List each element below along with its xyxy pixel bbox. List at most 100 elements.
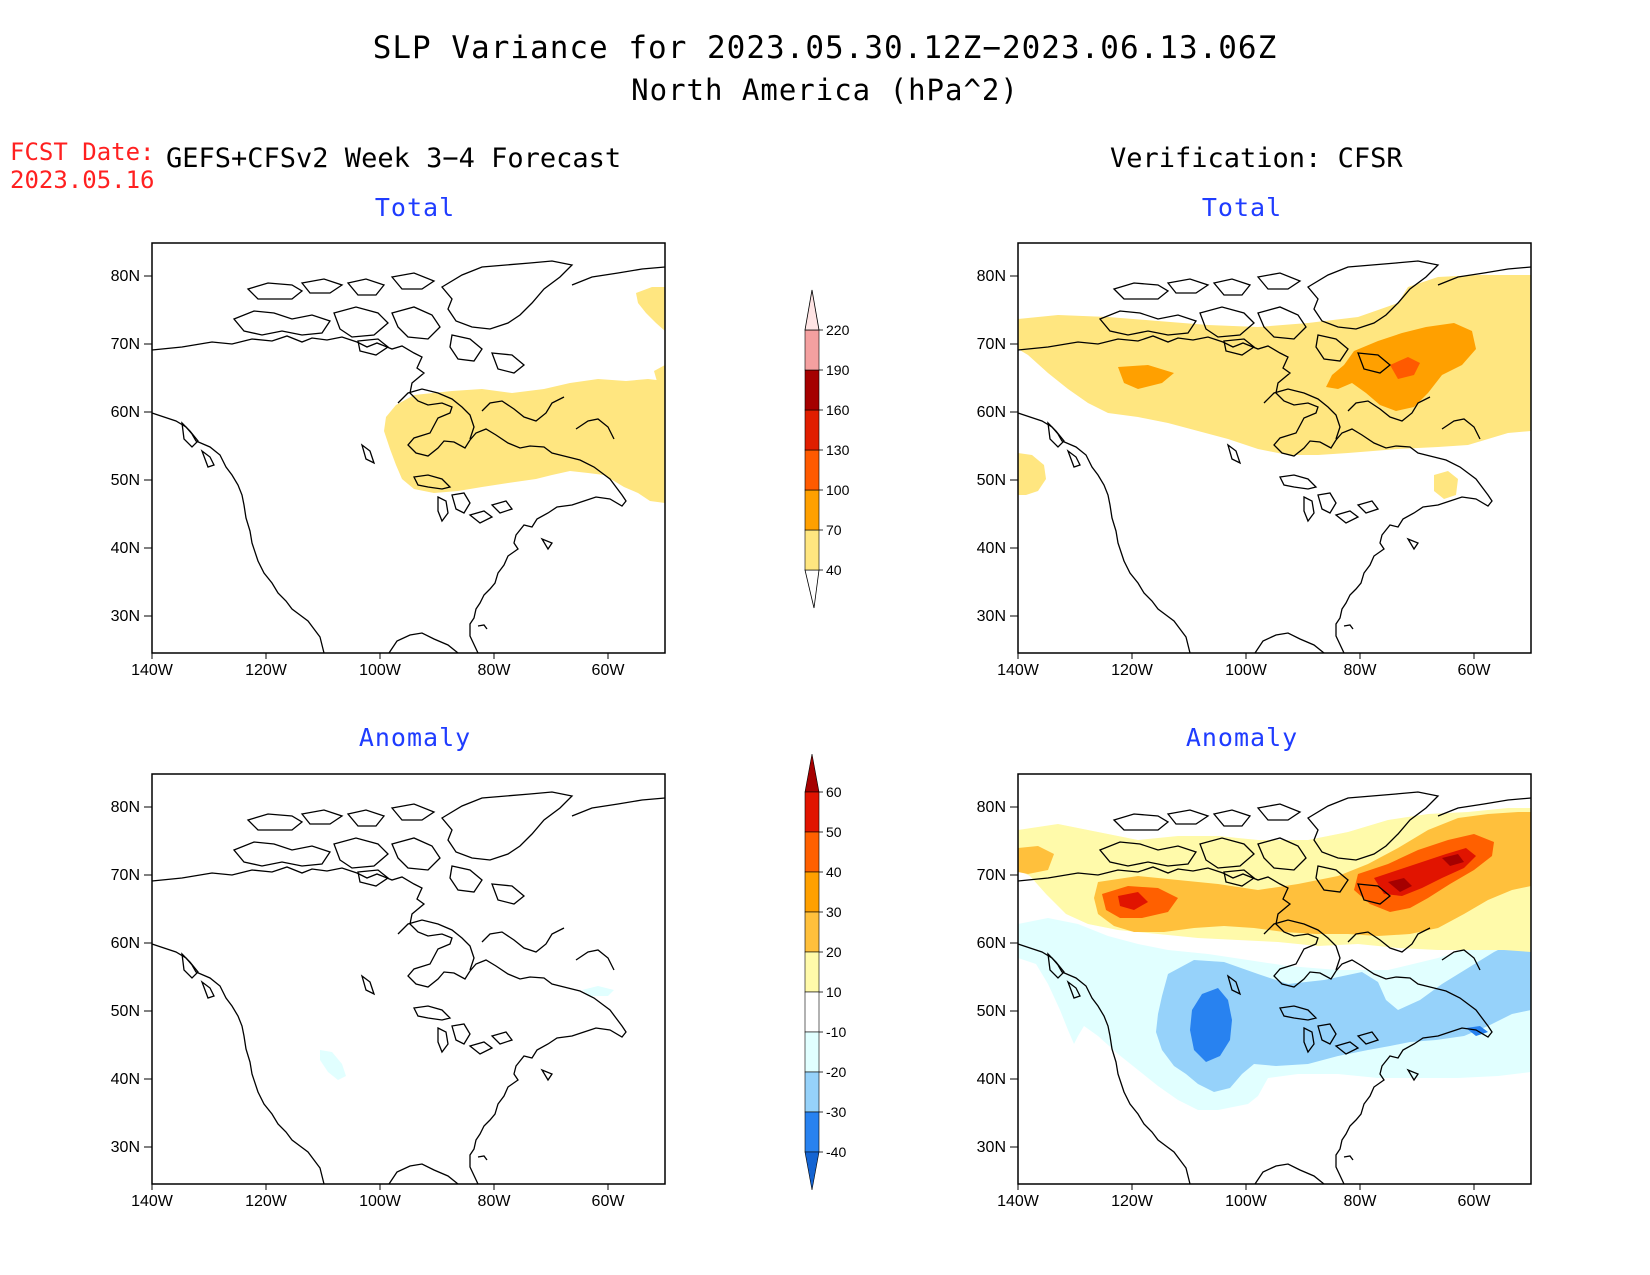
map-title: SLP Variance for 2023.05.30.12Z−2023.06.…	[372, 30, 1278, 66]
svg-text:80N: 80N	[977, 799, 1006, 816]
svg-text:100W: 100W	[359, 1193, 402, 1210]
anomaly-colorbar-segment	[804, 871, 820, 913]
svg-text:50N: 50N	[111, 1003, 140, 1020]
total-colorbar-segment	[804, 449, 820, 491]
svg-text:120W: 120W	[1111, 662, 1154, 679]
svg-text:80N: 80N	[111, 799, 140, 816]
forecast-anomaly-lat-axis: 80N 70N 60N 50N 40N 30N	[111, 799, 140, 1156]
svg-text:50N: 50N	[977, 1003, 1006, 1020]
svg-text:80N: 80N	[111, 268, 140, 285]
verification-total-title: Total	[1201, 193, 1283, 222]
forecast-column-title: GEFS+CFSv2 Week 3−4 Forecast	[166, 143, 622, 174]
total-colorbar-segment	[804, 409, 820, 451]
svg-text:70N: 70N	[977, 867, 1006, 884]
fcst-date-label: FCST Date:	[10, 138, 155, 166]
fcst-date: FCST Date: 2023.05.16	[10, 138, 155, 194]
anomaly-colorbar-label: 50	[826, 824, 842, 840]
total-colorbar-label: 40	[826, 562, 842, 578]
total-colorbar-label: 190	[826, 362, 850, 378]
anomaly-colorbar-lower-tail	[804, 1151, 820, 1191]
anomaly-colorbar-label: 60	[826, 784, 842, 800]
svg-text:60W: 60W	[1458, 1193, 1492, 1210]
anomaly-colorbar-segment	[804, 951, 820, 993]
svg-text:100W: 100W	[359, 662, 402, 679]
fcst-date-value: 2023.05.16	[10, 166, 155, 194]
total-colorbar-lower-tail	[804, 569, 820, 609]
svg-text:70N: 70N	[111, 336, 140, 353]
verification-anomaly-title: Anomaly	[1185, 723, 1299, 752]
svg-text:30N: 30N	[977, 608, 1006, 625]
anomaly-colorbar-upper-tail	[804, 753, 820, 793]
verification-column-title: Verification: CFSR	[1110, 143, 1403, 174]
total-colorbar-label: 130	[826, 442, 850, 458]
anomaly-colorbar: 60 50 40 30 20 10 -10 -20 -30 -40	[804, 753, 846, 1191]
forecast-total-title: Total	[374, 193, 456, 222]
svg-text:120W: 120W	[245, 662, 288, 679]
total-colorbar-label: 100	[826, 482, 850, 498]
total-colorbar-segment	[804, 369, 820, 411]
svg-text:70N: 70N	[111, 867, 140, 884]
svg-text:60N: 60N	[977, 935, 1006, 952]
svg-text:50N: 50N	[977, 472, 1006, 489]
svg-text:30N: 30N	[111, 1139, 140, 1156]
svg-text:30N: 30N	[111, 608, 140, 625]
map-subtitle: North America (hPa^2)	[631, 73, 1019, 107]
total-colorbar-segment	[804, 529, 820, 571]
verification-anomaly-lon-axis: 140W 120W 100W 80W 60W	[997, 1193, 1491, 1210]
verification-total-lat-axis: 80N 70N 60N 50N 40N 30N	[977, 268, 1006, 625]
svg-text:140W: 140W	[997, 662, 1040, 679]
forecast-total-lon-axis: 140W 120W 100W 80W 60W	[131, 662, 625, 679]
verification-total-lon-axis: 140W 120W 100W 80W 60W	[997, 662, 1491, 679]
total-colorbar-segment	[804, 489, 820, 531]
svg-text:40N: 40N	[977, 540, 1006, 557]
anomaly-colorbar-label: 40	[826, 864, 842, 880]
svg-text:60N: 60N	[977, 404, 1006, 421]
anomaly-colorbar-label: 20	[826, 944, 842, 960]
anomaly-colorbar-label: -40	[826, 1144, 846, 1160]
svg-text:120W: 120W	[1111, 1193, 1154, 1210]
forecast-anomaly-lon-axis: 140W 120W 100W 80W 60W	[131, 1193, 625, 1210]
svg-text:140W: 140W	[131, 662, 174, 679]
svg-text:80W: 80W	[1344, 1193, 1378, 1210]
svg-text:40N: 40N	[111, 540, 140, 557]
svg-text:40N: 40N	[977, 1071, 1006, 1088]
forecast-anomaly-title: Anomaly	[358, 723, 472, 752]
anomaly-colorbar-segment	[804, 831, 820, 873]
svg-text:30N: 30N	[977, 1139, 1006, 1156]
forecast-total-lat-axis: 80N 70N 60N 50N 40N 30N	[111, 268, 140, 625]
svg-text:60N: 60N	[111, 935, 140, 952]
svg-text:60W: 60W	[1458, 662, 1492, 679]
svg-text:140W: 140W	[131, 1193, 174, 1210]
verification-total-map: 80N 70N 60N 50N 40N 30N 140W 120W 100W 8…	[977, 242, 1532, 679]
svg-text:80W: 80W	[1344, 662, 1378, 679]
forecast-total-map: 80N 70N 60N 50N 40N 30N 140W 120W 100W 8…	[111, 242, 666, 679]
svg-text:80W: 80W	[478, 662, 512, 679]
verification-anomaly-map: 80N 70N 60N 50N 40N 30N 140W 120W 100W 8…	[977, 773, 1532, 1210]
svg-text:70N: 70N	[977, 336, 1006, 353]
svg-text:50N: 50N	[111, 472, 140, 489]
verification-anomaly-lat-axis: 80N 70N 60N 50N 40N 30N	[977, 799, 1006, 1156]
total-colorbar-label: 220	[826, 322, 850, 338]
anomaly-colorbar-label: -10	[826, 1024, 846, 1040]
anomaly-colorbar-segment	[804, 1071, 820, 1113]
svg-text:100W: 100W	[1225, 1193, 1268, 1210]
total-colorbar-upper-tail	[804, 289, 820, 331]
svg-text:60W: 60W	[592, 662, 626, 679]
total-colorbar: 40 70 100 130 160 190 220	[804, 289, 850, 609]
forecast-anomaly-map: 80N 70N 60N 50N 40N 30N 140W 120W 100W 8…	[111, 773, 666, 1210]
anomaly-colorbar-segment	[804, 911, 820, 953]
svg-text:80W: 80W	[478, 1193, 512, 1210]
anomaly-colorbar-label: 10	[826, 984, 842, 1000]
total-colorbar-label: 70	[826, 522, 842, 538]
anomaly-colorbar-segment	[804, 1111, 820, 1153]
total-colorbar-segment	[804, 329, 820, 371]
svg-text:80N: 80N	[977, 268, 1006, 285]
svg-text:60N: 60N	[111, 404, 140, 421]
svg-text:40N: 40N	[111, 1071, 140, 1088]
svg-text:140W: 140W	[997, 1193, 1040, 1210]
svg-text:100W: 100W	[1225, 662, 1268, 679]
anomaly-colorbar-segment	[804, 1031, 820, 1073]
anomaly-colorbar-label: 30	[826, 904, 842, 920]
anomaly-colorbar-label: -30	[826, 1104, 846, 1120]
anomaly-colorbar-segment	[804, 791, 820, 833]
